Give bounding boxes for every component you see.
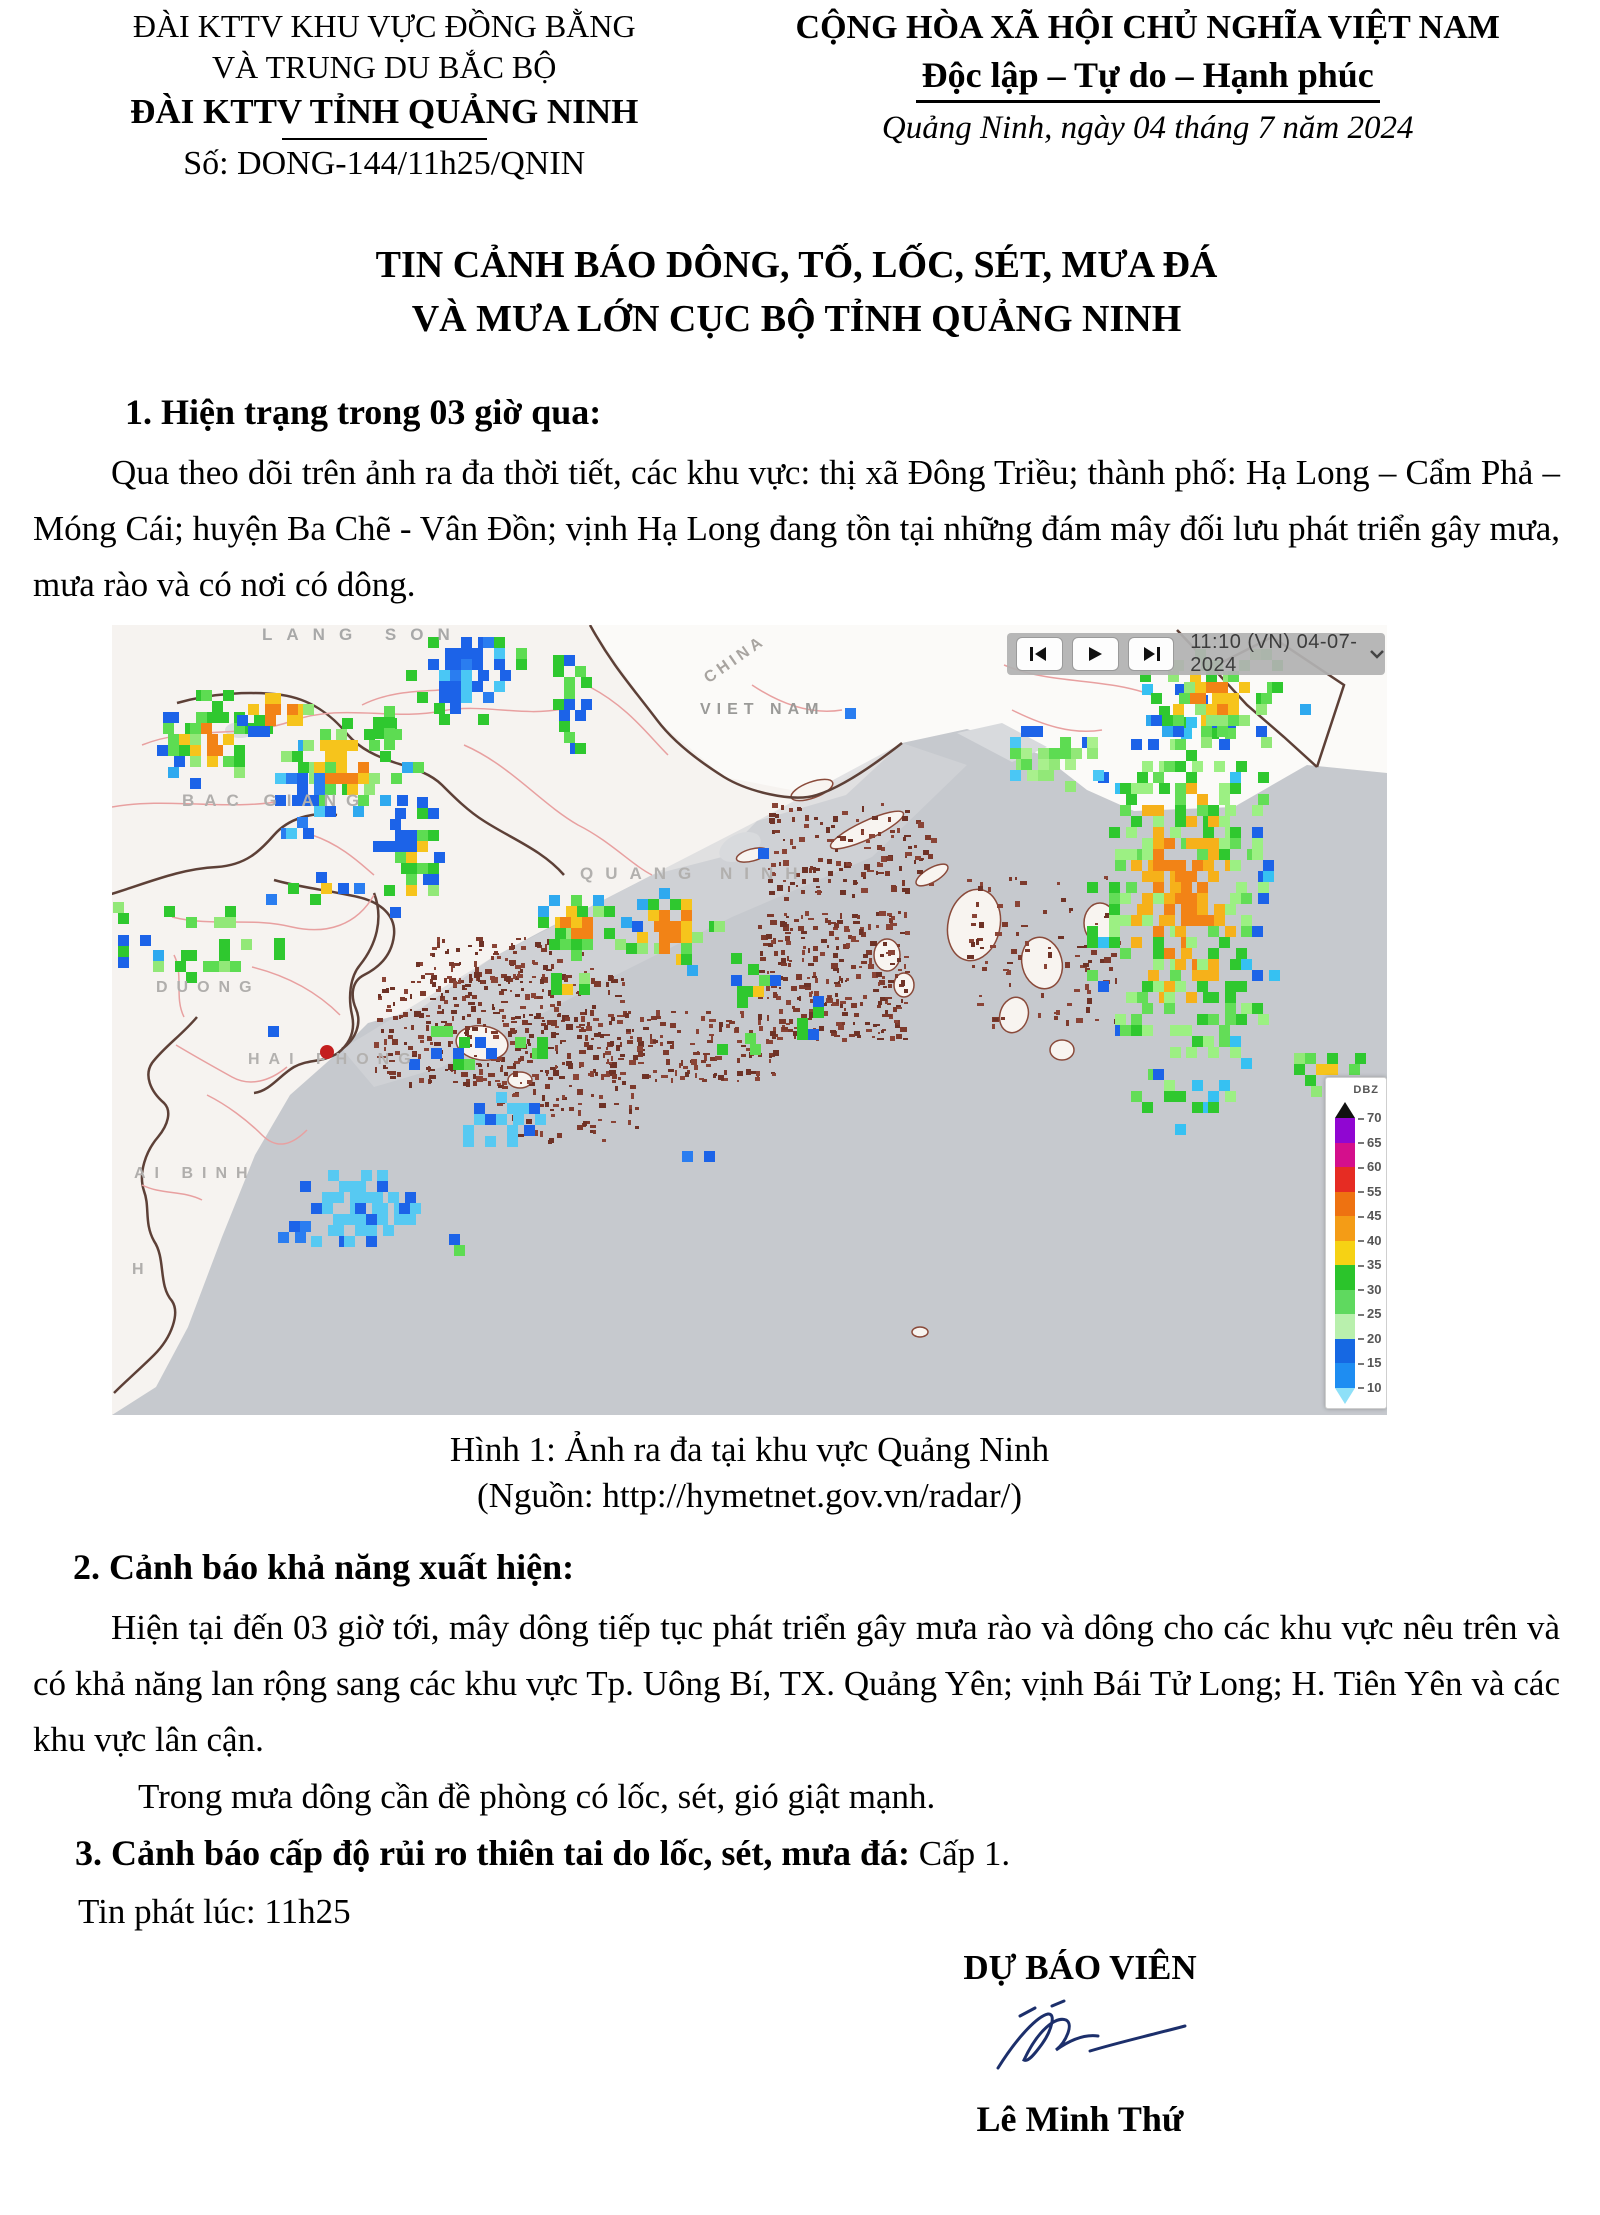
- signer-role: DỰ BÁO VIÊN: [963, 1948, 1197, 1988]
- section2-note: Trong mưa dông cần đề phòng có lốc, sét,…: [138, 1776, 936, 1816]
- radar-toolbar: 11:10 (VN) 04-07-2024: [1007, 631, 1385, 677]
- map-place-label: CHINA: [701, 632, 769, 687]
- section2-paragraph: Hiện tại đến 03 giờ tới, mây dông tiếp t…: [33, 1607, 1560, 1759]
- agency-name: ĐÀI KTTV TỈNH QUẢNG NINH: [130, 91, 639, 131]
- national-motto-block: CỘNG HÒA XÃ HỘI CHỦ NGHĨA VIỆT NAM Độc l…: [735, 6, 1560, 185]
- document-title: TIN CẢNH BÁO DÔNG, TỐ, LỐC, SÉT, MƯA ĐÁ …: [33, 239, 1560, 347]
- skip-start-button[interactable]: [1016, 637, 1063, 672]
- dbz-tick-label: 15: [1358, 1355, 1381, 1370]
- document-page: ĐÀI KTTV KHU VỰC ĐỒNG BẰNG VÀ TRUNG DU B…: [33, 6, 1560, 2140]
- section1-paragraph: Qua theo dõi trên ảnh ra đa thời tiết, c…: [33, 453, 1560, 605]
- play-button[interactable]: [1071, 637, 1119, 672]
- figure-caption: Hình 1: Ảnh ra đa tại khu vực Quảng Ninh…: [112, 1427, 1387, 1519]
- date-line: Quảng Ninh, ngày 04 tháng 7 năm 2024: [881, 109, 1414, 146]
- map-place-label: BAC GIANG: [182, 791, 370, 811]
- document-title-line1: TIN CẢNH BÁO DÔNG, TỐ, LỐC, SÉT, MƯA ĐÁ: [375, 244, 1218, 287]
- dbz-tick-label: 20: [1358, 1331, 1381, 1346]
- map-place-label: H: [132, 1261, 144, 1279]
- dbz-tick-label: 30: [1358, 1282, 1381, 1297]
- dbz-tick-label: 10: [1358, 1380, 1381, 1395]
- play-icon: [1089, 647, 1103, 662]
- dbz-tick-label: 60: [1358, 1159, 1381, 1174]
- skip-start-icon: [1030, 647, 1047, 662]
- figure-caption-line1: Hình 1: Ảnh ra đa tại khu vực Quảng Ninh: [449, 1430, 1050, 1470]
- map-place-label: VIET NAM: [700, 701, 825, 719]
- map-place-label: AI BINH: [134, 1165, 257, 1183]
- radar-figure: LANG SON CHINA VIET NAM BAC GIANG QUANG NINH…: [112, 625, 1387, 1416]
- figure-caption-line2: (Nguồn: http://hymetnet.gov.vn/radar/): [477, 1476, 1022, 1516]
- map-labels-layer: LANG SON CHINA VIET NAM BAC GIANG QUANG NINH…: [112, 625, 1387, 1415]
- skip-end-button[interactable]: [1127, 637, 1175, 672]
- issue-time: Tin phát lúc: 11h25: [78, 1891, 351, 1931]
- map-place-label: HAI PHONG: [248, 1051, 420, 1069]
- dbz-tick-label: 25: [1358, 1306, 1381, 1321]
- country-title: CỘNG HÒA XÃ HỘI CHỦ NGHĨA VIỆT NAM: [795, 9, 1500, 46]
- section2-heading: 2. Cảnh báo khả năng xuất hiện:: [73, 1546, 575, 1587]
- map-place-label: LANG SON: [262, 625, 464, 645]
- issuing-agency-block: ĐÀI KTTV KHU VỰC ĐỒNG BẰNG VÀ TRUNG DU B…: [33, 6, 735, 185]
- signer-block: DỰ BÁO VIÊN Lê Minh Thứ: [850, 1948, 1310, 2140]
- motto: Độc lập – Tự do – Hạnh phúc: [915, 52, 1380, 103]
- document-number: Số: DONG-144/11h25/QNIN: [183, 144, 586, 182]
- radar-timestamp[interactable]: 11:10 (VN) 04-07-2024: [1190, 631, 1358, 677]
- section3-line: 3. Cảnh báo cấp độ rủi ro thiên tai do l…: [75, 1826, 1560, 1882]
- document-title-line2: VÀ MƯA LỚN CỤC BỘ TỈNH QUẢNG NINH: [411, 298, 1182, 341]
- dbz-tick-label: 45: [1358, 1208, 1381, 1223]
- agency-region-line1: ĐÀI KTTV KHU VỰC ĐỒNG BẰNG: [132, 8, 636, 44]
- signer-name: Lê Minh Thứ: [976, 2099, 1184, 2140]
- document-header: ĐÀI KTTV KHU VỰC ĐỒNG BẰNG VÀ TRUNG DU B…: [33, 6, 1560, 185]
- dbz-legend-title: DBZ: [1353, 1084, 1379, 1097]
- city-dot-hai-phong: [320, 1045, 334, 1060]
- dbz-tick-label: 35: [1358, 1257, 1381, 1272]
- agency-underline: [281, 137, 487, 140]
- dbz-tick-label: 55: [1358, 1184, 1381, 1199]
- chevron-down-icon[interactable]: [1369, 649, 1385, 659]
- signature-image: [850, 1996, 1310, 2086]
- dbz-tick-label: 65: [1358, 1135, 1381, 1150]
- dbz-tick-label: 70: [1358, 1110, 1381, 1125]
- section3-value: Cấp 1.: [910, 1833, 1011, 1873]
- section1-heading: 1. Hiện trạng trong 03 giờ qua:: [125, 392, 602, 433]
- agency-region-line2: VÀ TRUNG DU BẮC BỘ: [212, 48, 557, 85]
- radar-cells-layer: [112, 625, 1387, 1415]
- section3-heading: 3. Cảnh báo cấp độ rủi ro thiên tai do l…: [75, 1832, 910, 1873]
- map-place-label: QUANG NINH: [580, 864, 810, 884]
- skip-end-icon: [1143, 647, 1160, 662]
- map-place-label: DUONG: [156, 979, 261, 997]
- dbz-legend: DBZ 70 65 60 55 45 40 35 30 25 20 15 10: [1325, 1077, 1387, 1410]
- dbz-tick-label: 40: [1358, 1233, 1381, 1248]
